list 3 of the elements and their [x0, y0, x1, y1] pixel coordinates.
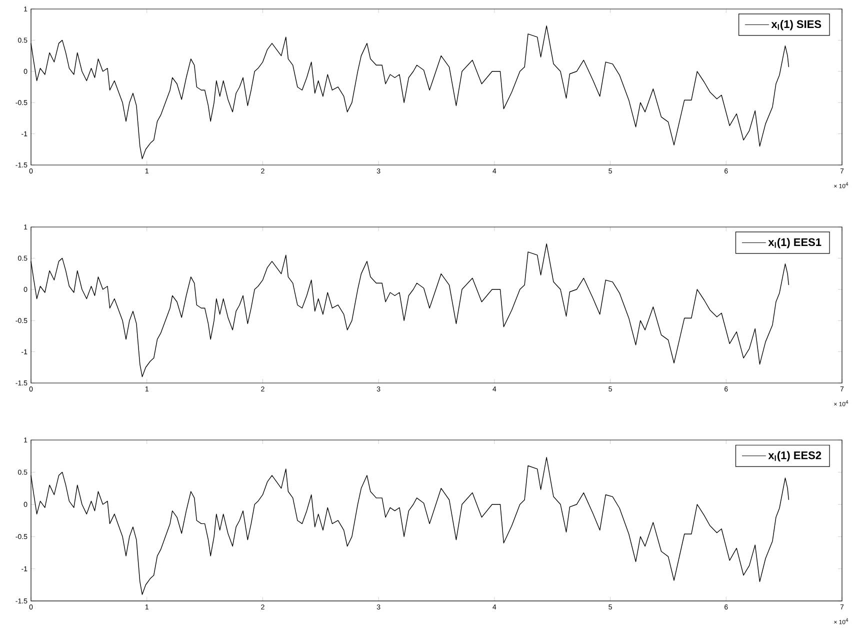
- legend-label: x$_{l}$(1) SIES: [771, 20, 822, 30]
- legend-label: x$_{l}$(1) EES2: [768, 451, 822, 462]
- legend-label: x$_{l}$(1) EES1: [768, 238, 822, 248]
